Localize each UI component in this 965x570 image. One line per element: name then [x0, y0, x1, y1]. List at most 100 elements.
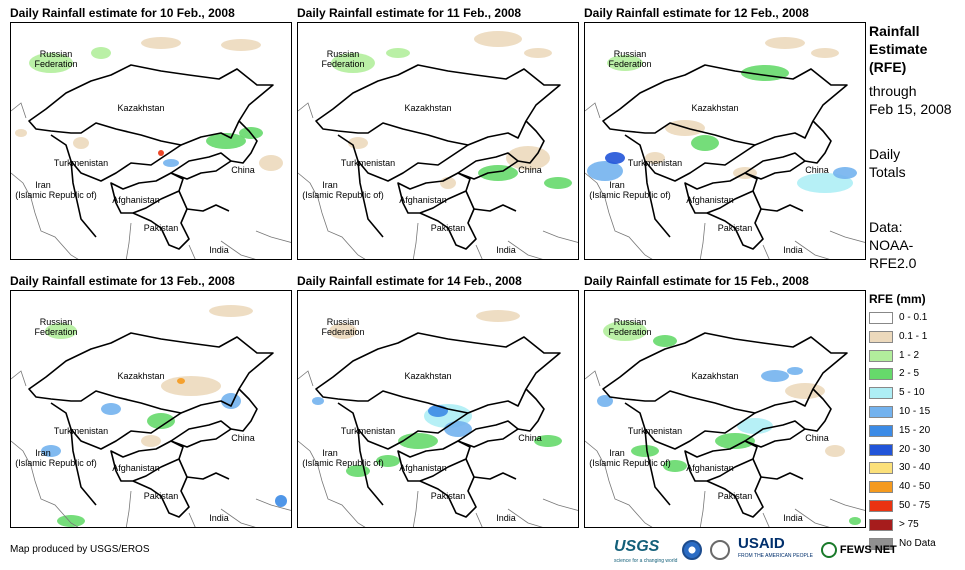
map-label-afghanistan: Afghanistan	[399, 463, 447, 473]
rainfall-area	[101, 403, 121, 415]
rainfall-area	[653, 335, 677, 347]
map-label-india: India	[209, 245, 229, 255]
map-label-pakistan: Pakistan	[144, 223, 179, 233]
border-line	[585, 102, 601, 119]
legend-swatch	[869, 424, 893, 437]
map-label-china: China	[805, 433, 829, 443]
map-label-russia-2: Federation	[608, 327, 651, 337]
map-label-turkmenistan: Turkmenistan	[628, 158, 682, 168]
map-label-kazakhstan: Kazakhstan	[117, 103, 164, 113]
side-title-3: (RFE)	[869, 59, 907, 75]
map-label-iran-1: Iran	[322, 180, 338, 190]
country-border	[132, 458, 190, 518]
rainfall-area	[73, 137, 89, 149]
rainfall-area	[163, 159, 179, 167]
side-data-3: RFE2.0	[869, 255, 917, 271]
map-label-afghanistan: Afghanistan	[686, 463, 734, 473]
legend-label: 1 - 2	[899, 349, 920, 361]
side-totals: Totals	[869, 164, 906, 180]
map-label-russia-1: Russian	[40, 49, 73, 59]
map-label-kazakhstan: Kazakhstan	[691, 103, 738, 113]
usgs-logo-text: USGS	[614, 538, 660, 555]
country-border	[602, 64, 848, 146]
usaid-tagline: FROM THE AMERICAN PEOPLE	[738, 553, 813, 559]
country-border	[357, 428, 384, 506]
country-border	[315, 332, 561, 414]
country-border	[70, 160, 97, 238]
rainfall-area	[534, 435, 562, 447]
legend-label: 0 - 0.1	[899, 312, 928, 323]
border-line	[507, 240, 543, 259]
rainfall-area	[645, 152, 665, 164]
border-line	[11, 370, 27, 387]
side-data-1: Data:	[869, 219, 903, 235]
map-label-china: China	[231, 433, 255, 443]
map-label-turkmenistan: Turkmenistan	[341, 158, 395, 168]
rainfall-area	[524, 48, 552, 58]
map-label-iran-1: Iran	[609, 448, 625, 458]
rainfall-map: Russian Federation Kazakhstan Turkmenistan I…	[10, 22, 292, 260]
border-line	[298, 370, 314, 387]
country-border	[684, 172, 758, 214]
legend-label: 0.1 - 1	[899, 330, 928, 342]
legend-label: 2 - 5	[899, 368, 920, 380]
border-line	[585, 370, 601, 387]
rainfall-area	[605, 152, 625, 164]
border-line	[412, 222, 419, 259]
border-line	[475, 244, 483, 259]
border-line	[475, 512, 483, 527]
rainfall-area	[737, 418, 773, 434]
legend-swatch	[869, 518, 893, 531]
side-daily: Daily	[869, 146, 901, 162]
rainfall-area	[587, 161, 623, 181]
rainfall-area	[161, 376, 221, 396]
side-date: Feb 15, 2008	[869, 101, 952, 117]
map-label-russia-1: Russian	[327, 317, 360, 327]
rainfall-area	[15, 129, 27, 137]
rainfall-area	[329, 323, 357, 339]
country-border	[602, 332, 848, 414]
map-label-iran-2: (Islamic Republic of)	[589, 458, 671, 468]
country-border	[337, 402, 469, 450]
legend-label: No Data	[899, 537, 936, 549]
rainfall-area	[833, 167, 857, 179]
map-label-kazakhstan: Kazakhstan	[117, 371, 164, 381]
panel-title: Daily Rainfall estimate for 14 Feb., 200…	[297, 274, 522, 288]
legend-swatch	[869, 481, 893, 494]
legend-label: 40 - 50	[899, 481, 931, 493]
map-label-iran-2: (Islamic Republic of)	[302, 458, 384, 468]
border-line	[255, 498, 291, 511]
legend-label: 20 - 30	[899, 443, 931, 455]
rainfall-area	[141, 435, 161, 447]
legend-swatch	[869, 312, 893, 324]
border-line	[125, 490, 132, 527]
map-label-china: China	[518, 165, 542, 175]
border-line	[255, 230, 291, 243]
map-label-china: China	[231, 165, 255, 175]
map-label-india: India	[496, 245, 516, 255]
panel-title: Daily Rainfall estimate for 11 Feb., 200…	[297, 6, 522, 20]
border-line	[412, 490, 419, 527]
country-border	[28, 332, 274, 414]
country-border	[419, 190, 477, 250]
rainfall-area	[825, 445, 845, 457]
rainfall-area	[691, 135, 719, 151]
legend-swatch	[869, 499, 893, 512]
border-line	[298, 172, 366, 259]
map-label-russia-1: Russian	[40, 317, 73, 327]
rainfall-area	[177, 378, 185, 384]
fews-logo-text: FEWS NET	[839, 544, 897, 556]
border-line	[762, 244, 770, 259]
rainfall-map: Russian Federation Kazakhstan Turkmenistan I…	[584, 290, 866, 528]
country-border	[50, 134, 182, 182]
rainfall-area	[141, 37, 181, 49]
map-label-russia-1: Russian	[614, 49, 647, 59]
rainfall-area	[158, 150, 164, 156]
rainfall-area	[45, 323, 77, 339]
map-label-turkmenistan: Turkmenistan	[341, 426, 395, 436]
rainfall-map: Russian Federation Kazakhstan Turkmenistan I…	[297, 290, 579, 528]
rainfall-area	[715, 433, 755, 449]
country-border	[186, 120, 258, 212]
